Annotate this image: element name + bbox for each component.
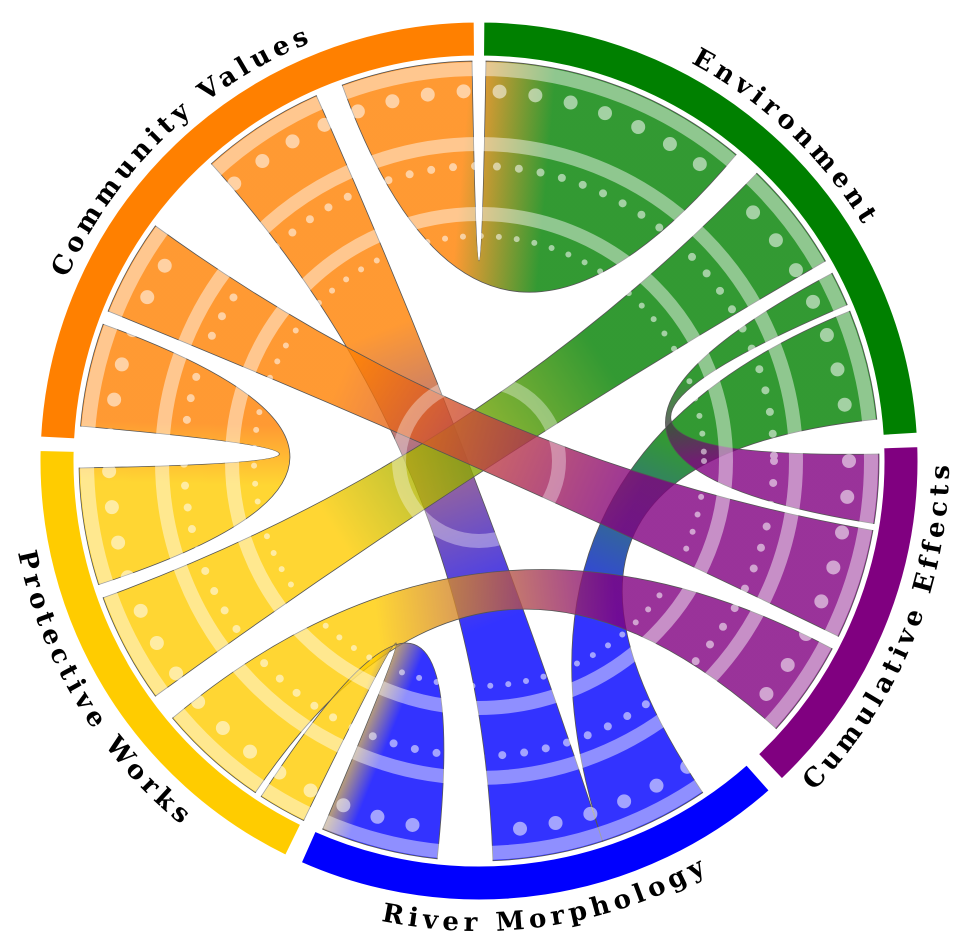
group-label: Environment	[687, 43, 885, 233]
chord-diagram: EnvironmentCumulative EffectsRiver Morph…	[0, 0, 965, 941]
page: {"nodes": [ {"label": "Environment", "co…	[0, 0, 965, 941]
